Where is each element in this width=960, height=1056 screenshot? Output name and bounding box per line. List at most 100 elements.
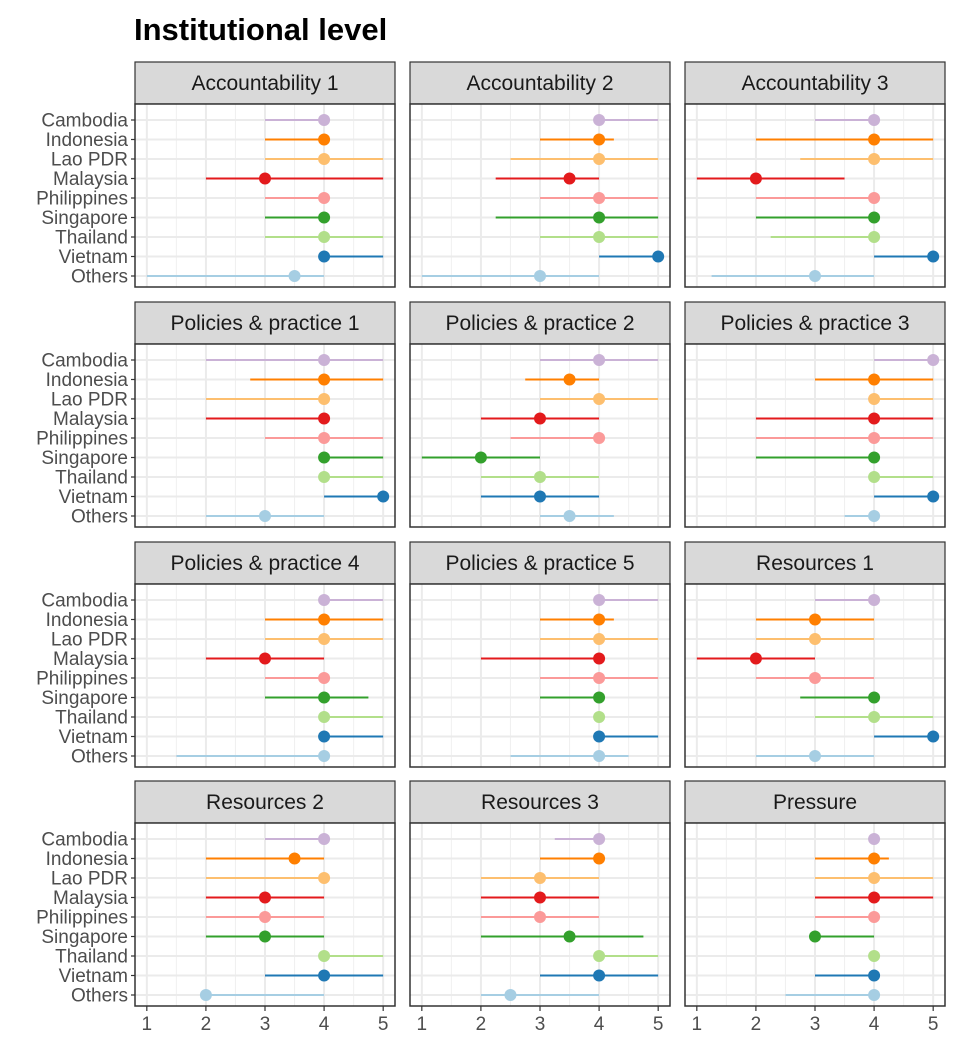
y-tick-label: Others bbox=[71, 267, 128, 288]
y-tick-label: Lao PDR bbox=[51, 390, 128, 411]
facet-strip bbox=[134, 780, 396, 824]
point-vietnam bbox=[534, 490, 546, 503]
point-lao-pdr bbox=[318, 153, 331, 165]
y-tick-label: Singapore bbox=[41, 927, 128, 948]
x-tick-label: 3 bbox=[535, 1014, 546, 1035]
point-malaysia bbox=[593, 652, 606, 665]
facet-policies-and-practice-2: Policies & practice 2 bbox=[409, 301, 671, 528]
point-cambodia bbox=[868, 594, 881, 606]
x-tick-label: 4 bbox=[869, 1014, 880, 1035]
point-philippines bbox=[593, 672, 606, 684]
facet-strip bbox=[684, 301, 946, 345]
point-malaysia bbox=[749, 172, 762, 185]
point-cambodia bbox=[318, 114, 331, 126]
facet-strip-label: Accountability 3 bbox=[741, 72, 888, 95]
panel-border bbox=[684, 103, 946, 288]
facet-strip-label: Pressure bbox=[773, 791, 857, 814]
point-singapore bbox=[809, 930, 821, 943]
facet-strip-label: Accountability 2 bbox=[466, 72, 613, 95]
facet-strip-label: Policies & practice 3 bbox=[720, 312, 909, 335]
y-tick-label: Thailand bbox=[55, 468, 128, 489]
point-singapore bbox=[868, 451, 881, 464]
y-tick-label: Indonesia bbox=[46, 130, 129, 151]
point-lao-pdr bbox=[318, 633, 331, 645]
point-lao-pdr bbox=[593, 153, 606, 165]
point-indonesia bbox=[868, 373, 881, 386]
y-tick-label: Indonesia bbox=[46, 370, 129, 391]
y-tick-label: Singapore bbox=[41, 208, 128, 229]
point-malaysia bbox=[868, 412, 881, 425]
facet-policies-and-practice-4: Policies & practice 4 CambodiaIndonesiaLa… bbox=[36, 541, 396, 768]
point-cambodia bbox=[868, 833, 881, 845]
y-tick-label: Indonesia bbox=[46, 849, 129, 870]
point-singapore bbox=[259, 930, 271, 943]
point-philippines bbox=[809, 672, 821, 684]
point-thailand bbox=[318, 471, 331, 483]
point-cambodia bbox=[318, 833, 331, 845]
point-lao-pdr bbox=[809, 633, 821, 645]
facet-pressure: Pressure 1 2 3 4 5 bbox=[684, 780, 946, 1035]
point-philippines bbox=[534, 911, 546, 923]
point-thailand bbox=[318, 231, 331, 243]
point-lao-pdr bbox=[534, 872, 546, 884]
facet-strip bbox=[409, 301, 671, 345]
x-tick-label: 1 bbox=[692, 1014, 703, 1035]
y-tick-label: Philippines bbox=[36, 189, 128, 210]
point-singapore bbox=[868, 691, 881, 704]
y-tick-label: Vietnam bbox=[59, 487, 128, 508]
facet-strip bbox=[409, 541, 671, 585]
y-tick-label: Cambodia bbox=[41, 111, 128, 132]
point-thailand bbox=[868, 950, 881, 962]
point-philippines bbox=[318, 432, 331, 444]
point-others bbox=[868, 510, 881, 522]
point-malaysia bbox=[318, 412, 331, 425]
x-tick-label: 2 bbox=[476, 1014, 487, 1035]
point-philippines bbox=[318, 672, 331, 684]
x-tick-label: 5 bbox=[928, 1014, 939, 1035]
facet-strip bbox=[134, 301, 396, 345]
point-singapore bbox=[593, 691, 606, 704]
point-lao-pdr bbox=[868, 393, 881, 405]
point-vietnam bbox=[927, 250, 940, 263]
y-tick-label: Thailand bbox=[55, 947, 128, 968]
point-vietnam bbox=[652, 250, 665, 263]
point-lao-pdr bbox=[593, 393, 606, 405]
point-vietnam bbox=[868, 969, 881, 982]
point-indonesia bbox=[318, 133, 331, 146]
facet-strip-label: Policies & practice 4 bbox=[170, 552, 359, 575]
y-tick-label: Vietnam bbox=[59, 247, 128, 268]
facet-policies-and-practice-3: Policies & practice 3 bbox=[684, 301, 946, 528]
point-others bbox=[809, 750, 821, 762]
y-tick-label: Lao PDR bbox=[51, 630, 128, 651]
point-malaysia bbox=[534, 412, 546, 425]
point-thailand bbox=[868, 471, 881, 483]
facet-strip bbox=[684, 541, 946, 585]
x-tick-label: 3 bbox=[810, 1014, 821, 1035]
point-indonesia bbox=[809, 613, 821, 626]
point-others bbox=[288, 270, 301, 282]
facet-strip-label: Accountability 1 bbox=[191, 72, 338, 95]
y-tick-label: Thailand bbox=[55, 228, 128, 249]
point-lao-pdr bbox=[868, 153, 881, 165]
x-tick-label: 2 bbox=[751, 1014, 762, 1035]
y-tick-label: Others bbox=[71, 507, 128, 528]
point-others bbox=[868, 989, 881, 1001]
point-cambodia bbox=[593, 833, 606, 845]
point-singapore bbox=[474, 451, 487, 464]
point-indonesia bbox=[868, 852, 881, 865]
y-tick-label: Vietnam bbox=[59, 727, 128, 748]
point-lao-pdr bbox=[868, 872, 881, 884]
y-tick-label: Philippines bbox=[36, 908, 128, 929]
point-thailand bbox=[868, 231, 881, 243]
facet-strip-label: Policies & practice 1 bbox=[170, 312, 359, 335]
point-vietnam bbox=[377, 490, 390, 503]
y-tick-label: Cambodia bbox=[41, 830, 128, 851]
point-singapore bbox=[318, 211, 331, 224]
panel-border bbox=[134, 103, 396, 288]
facet-accountability-2: Accountability 2 bbox=[409, 61, 671, 288]
point-malaysia bbox=[259, 652, 271, 665]
facet-strip-label: Resources 3 bbox=[481, 791, 599, 814]
point-indonesia bbox=[868, 133, 881, 146]
facet-resources-1: Resources 1 bbox=[684, 541, 946, 768]
